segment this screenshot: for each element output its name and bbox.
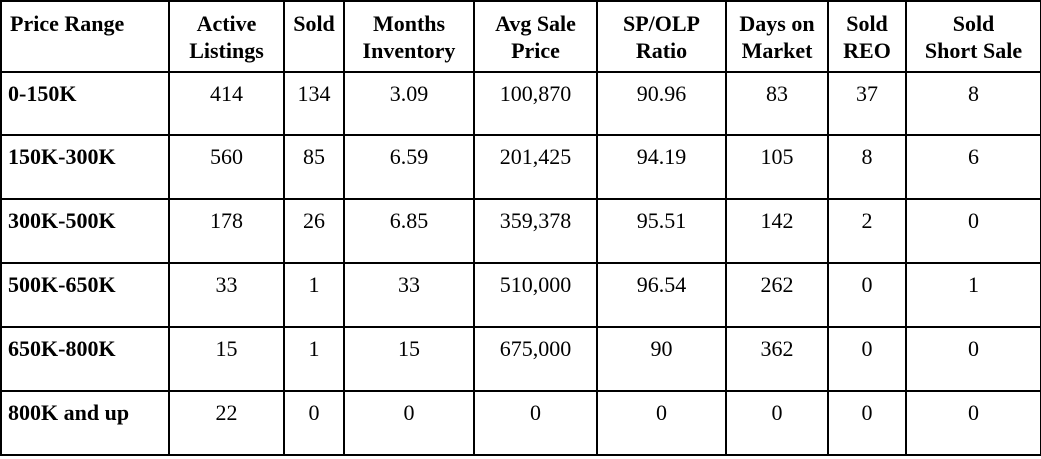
months-inventory-cell: 0 — [343, 390, 475, 456]
header-days-on-market: Days on Market — [725, 0, 829, 73]
days-on-market-cell: 105 — [725, 134, 829, 200]
header-line: Days on — [739, 11, 815, 36]
sold-cell: 1 — [283, 326, 345, 392]
price-range-cell: 300K-500K — [0, 198, 170, 264]
header-row: Price Range Active Listings Sold Months In… — [0, 0, 1041, 73]
header-line: Sold — [293, 11, 335, 36]
avg-sale-price-cell: 201,425 — [473, 134, 598, 200]
sp-olp-ratio-cell: 95.51 — [596, 198, 727, 264]
active-listings-cell: 15 — [168, 326, 285, 392]
sp-olp-ratio-cell: 90.96 — [596, 71, 727, 136]
header-line: Ratio — [635, 38, 688, 63]
days-on-market-cell: 142 — [725, 198, 829, 264]
header-line: Price Range — [10, 11, 125, 36]
price-range-cell: 500K-650K — [0, 262, 170, 328]
sold-short-sale-cell: 6 — [905, 134, 1041, 200]
table-row: 800K and up 22 0 0 0 0 0 0 0 — [0, 390, 1041, 456]
table-row: 0-150K 414 134 3.09 100,870 90.96 83 37 … — [0, 71, 1041, 136]
header-line: Months — [372, 11, 446, 36]
days-on-market-cell: 362 — [725, 326, 829, 392]
days-on-market-cell: 83 — [725, 71, 829, 136]
months-inventory-cell: 3.09 — [343, 71, 475, 136]
price-range-cell: 800K and up — [0, 390, 170, 456]
active-listings-cell: 33 — [168, 262, 285, 328]
sold-cell: 26 — [283, 198, 345, 264]
months-inventory-cell: 33 — [343, 262, 475, 328]
header-line: Short Sale — [924, 38, 1023, 63]
sold-cell: 134 — [283, 71, 345, 136]
header-sold: Sold — [283, 0, 345, 73]
header-line: Avg Sale — [495, 11, 576, 36]
header-line: Inventory — [362, 38, 456, 63]
sold-short-sale-cell: 0 — [905, 390, 1041, 456]
header-sold-short-sale: Sold Short Sale — [905, 0, 1041, 73]
months-inventory-cell: 15 — [343, 326, 475, 392]
header-line: Market — [741, 38, 813, 63]
header-line: REO — [843, 38, 891, 63]
active-listings-cell: 22 — [168, 390, 285, 456]
header-sp-olp-ratio: SP/OLP Ratio — [596, 0, 727, 73]
header-active-listings: Active Listings — [168, 0, 285, 73]
sold-short-sale-cell: 8 — [905, 71, 1041, 136]
table-row: 500K-650K 33 1 33 510,000 96.54 262 0 1 — [0, 262, 1041, 328]
header-price-range: Price Range — [0, 0, 170, 73]
avg-sale-price-cell: 675,000 — [473, 326, 598, 392]
header-months-inventory: Months Inventory — [343, 0, 475, 73]
table-body: 0-150K 414 134 3.09 100,870 90.96 83 37 … — [0, 71, 1041, 456]
sold-short-sale-cell: 1 — [905, 262, 1041, 328]
sold-reo-cell: 0 — [827, 326, 907, 392]
days-on-market-cell: 262 — [725, 262, 829, 328]
table-row: 650K-800K 15 1 15 675,000 90 362 0 0 — [0, 326, 1041, 392]
avg-sale-price-cell: 359,378 — [473, 198, 598, 264]
avg-sale-price-cell: 0 — [473, 390, 598, 456]
sold-short-sale-cell: 0 — [905, 326, 1041, 392]
sold-cell: 0 — [283, 390, 345, 456]
avg-sale-price-cell: 510,000 — [473, 262, 598, 328]
sp-olp-ratio-cell: 96.54 — [596, 262, 727, 328]
price-range-cell: 150K-300K — [0, 134, 170, 200]
sold-reo-cell: 0 — [827, 390, 907, 456]
sold-cell: 85 — [283, 134, 345, 200]
active-listings-cell: 178 — [168, 198, 285, 264]
header-line: Sold — [952, 11, 995, 36]
avg-sale-price-cell: 100,870 — [473, 71, 598, 136]
header-avg-sale-price: Avg Sale Price — [473, 0, 598, 73]
sp-olp-ratio-cell: 94.19 — [596, 134, 727, 200]
active-listings-cell: 560 — [168, 134, 285, 200]
table-header: Price Range Active Listings Sold Months In… — [0, 0, 1041, 73]
sold-reo-cell: 0 — [827, 262, 907, 328]
header-line: Sold — [846, 11, 888, 36]
price-range-cell: 650K-800K — [0, 326, 170, 392]
header-line: Price — [511, 38, 560, 63]
header-line: SP/OLP — [622, 11, 700, 36]
active-listings-cell: 414 — [168, 71, 285, 136]
sold-reo-cell: 37 — [827, 71, 907, 136]
table-row: 300K-500K 178 26 6.85 359,378 95.51 142 … — [0, 198, 1041, 264]
sp-olp-ratio-cell: 0 — [596, 390, 727, 456]
sp-olp-ratio-cell: 90 — [596, 326, 727, 392]
sold-reo-cell: 2 — [827, 198, 907, 264]
sold-cell: 1 — [283, 262, 345, 328]
header-line: Active — [196, 11, 257, 36]
table-row: 150K-300K 560 85 6.59 201,425 94.19 105 … — [0, 134, 1041, 200]
sold-short-sale-cell: 0 — [905, 198, 1041, 264]
header-line: Listings — [189, 38, 264, 63]
days-on-market-cell: 0 — [725, 390, 829, 456]
sold-reo-cell: 8 — [827, 134, 907, 200]
months-inventory-cell: 6.85 — [343, 198, 475, 264]
price-range-cell: 0-150K — [0, 71, 170, 136]
months-inventory-cell: 6.59 — [343, 134, 475, 200]
header-sold-reo: Sold REO — [827, 0, 907, 73]
